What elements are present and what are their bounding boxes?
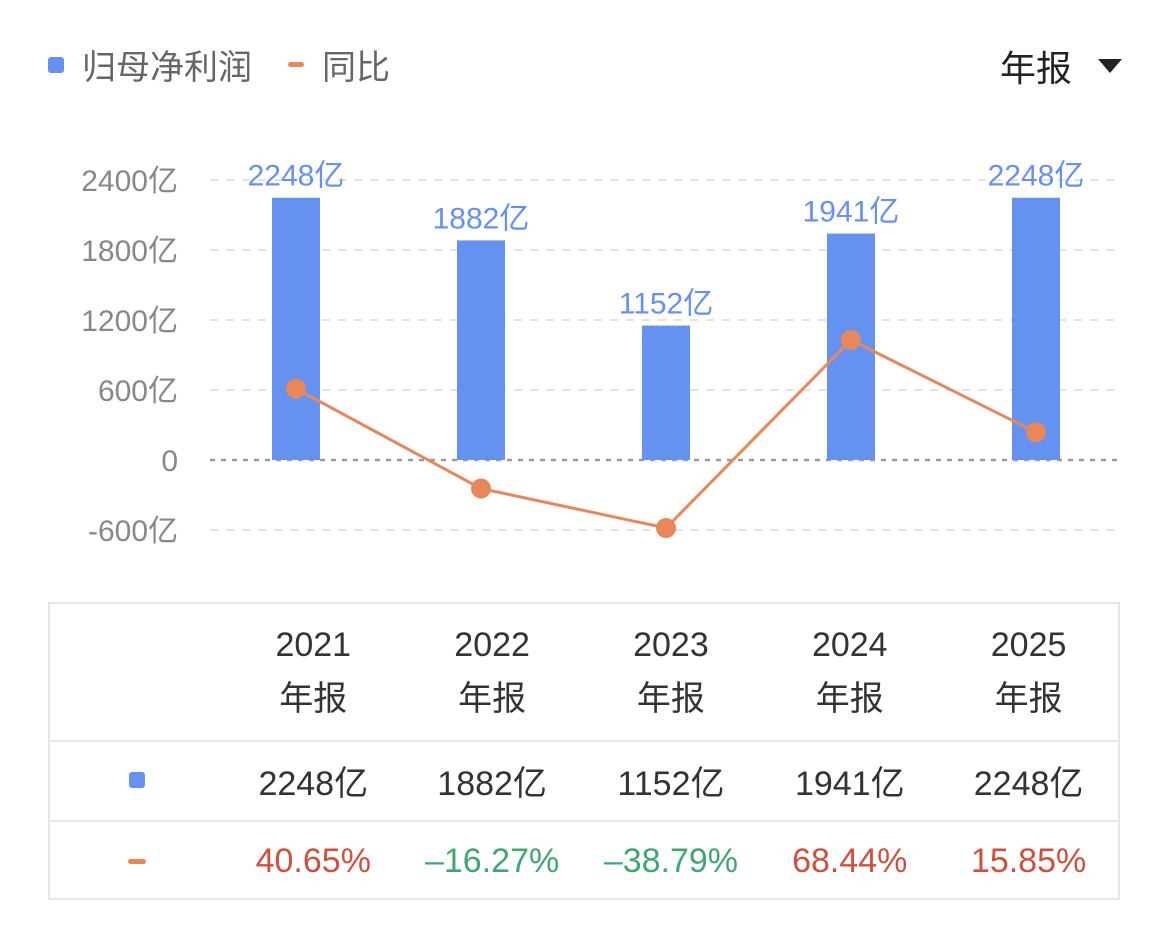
y-tick-label: 1200亿: [81, 305, 178, 338]
yoy-point: [841, 330, 861, 350]
y-tick-label: 600亿: [98, 375, 178, 408]
period-selector[interactable]: 年报: [1000, 40, 1122, 92]
net-profit-row-icon: [128, 772, 145, 788]
yoy-point: [471, 478, 491, 499]
table-header-cell: 2022 年报: [403, 604, 582, 740]
table-header-cell: 2024 年报: [760, 604, 939, 740]
table-header-cell: 2025 年报: [939, 604, 1118, 740]
legend-net-profit-label: 归母净利润: [82, 49, 252, 87]
bar-value-label: 1152亿: [619, 288, 714, 321]
header-year: 2021: [275, 626, 352, 664]
profit-bar: [642, 325, 690, 460]
profit-cell: 1882亿: [437, 764, 547, 803]
table-corner-cell: [50, 604, 224, 740]
header-period: 年报: [636, 680, 705, 718]
table-row-net-profit: 2248亿 1882亿 1152亿 1941亿 2248亿: [50, 740, 1118, 822]
net-profit-swatch-icon: [48, 56, 64, 73]
legend-yoy-label: 同比: [322, 49, 390, 87]
header-year: 2022: [454, 626, 530, 664]
header-period: 年报: [279, 680, 348, 718]
row-icon-cell: [50, 740, 224, 820]
header-period: 年报: [458, 680, 527, 718]
yoy-cell: –38.79%: [603, 841, 739, 880]
header-year: 2023: [633, 626, 709, 664]
header-period: 年报: [815, 680, 884, 718]
y-tick-label: 2400亿: [81, 165, 178, 198]
yoy-point: [286, 378, 306, 399]
yoy-swatch-icon: [288, 62, 304, 67]
profit-cell: 1152亿: [617, 764, 725, 803]
bar-value-label: 1941亿: [803, 196, 900, 229]
row-icon-cell: [50, 822, 224, 900]
chart-legend: 归母净利润 同比: [48, 40, 426, 89]
yoy-cell: 15.85%: [970, 841, 1087, 880]
yoy-cell: 68.44%: [792, 841, 908, 880]
legend-item-yoy[interactable]: 同比: [288, 40, 390, 89]
y-tick-label: -600亿: [88, 515, 178, 548]
yoy-cell: 40.65%: [255, 841, 371, 880]
profit-bar: [457, 240, 505, 460]
yoy-point: [1026, 422, 1046, 443]
yoy-cell: –16.27%: [424, 841, 560, 880]
header-year: 2025: [990, 626, 1067, 664]
legend-item-net-profit[interactable]: 归母净利润: [48, 40, 252, 89]
y-tick-label: 1800亿: [81, 235, 178, 268]
yoy-point: [656, 518, 676, 539]
period-selector-label: 年报: [999, 48, 1072, 89]
profit-bar: [272, 197, 320, 460]
yoy-row-icon: [127, 858, 146, 864]
table-header-cell: 2021 年报: [224, 604, 403, 740]
dropdown-triangle-icon: [1098, 59, 1122, 73]
profit-cell: 1941亿: [794, 764, 905, 803]
bar-value-label: 2248亿: [988, 160, 1085, 193]
header-year: 2024: [811, 626, 888, 664]
table-row-yoy: 40.65% –16.27% –38.79% 68.44% 15.85%: [50, 822, 1118, 900]
bar-value-label: 2248亿: [248, 160, 345, 193]
table-header-cell: 2023 年报: [582, 604, 761, 740]
data-table: 2021 年报 2022 年报 2023 年报 2024 年报 2025 年报 2248亿…: [48, 602, 1120, 900]
profit-chart: 2400亿 1800亿 1200亿 600亿 0 -600亿 2248亿 1882亿 1152亿…: [81, 160, 1118, 548]
header-period: 年报: [994, 680, 1063, 718]
profit-cell: 2248亿: [973, 764, 1084, 803]
y-tick-label: 0: [161, 445, 178, 478]
profit-bar: [1012, 197, 1060, 460]
bar-value-label: 1882亿: [433, 202, 530, 235]
table-header-row: 2021 年报 2022 年报 2023 年报 2024 年报 2025 年报: [50, 604, 1118, 742]
profit-cell: 2248亿: [258, 764, 369, 803]
